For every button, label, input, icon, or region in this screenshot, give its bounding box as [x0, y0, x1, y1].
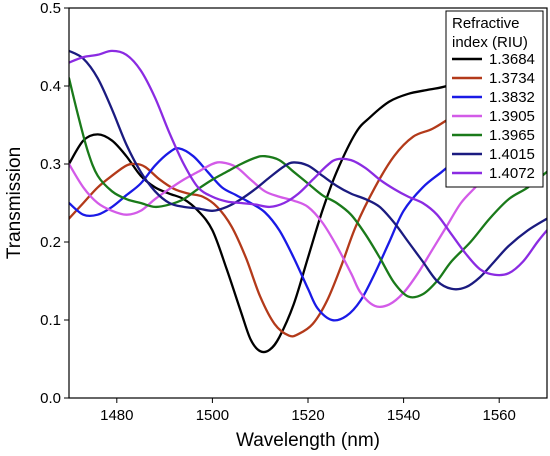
- legend-title-line-2: index (RIU): [452, 34, 528, 51]
- x-tick-label-1: 1480: [100, 407, 133, 424]
- y-tick-label-6: 0.5: [40, 0, 61, 17]
- x-tick-label-5: 1560: [483, 407, 516, 424]
- x-tick-label-2: 1500: [196, 407, 229, 424]
- legend-box: [445, 10, 544, 188]
- series-line-6: [69, 49, 547, 291]
- y-tick-label-2: 0.1: [40, 312, 61, 329]
- legend-title-line-1: Refractive: [452, 15, 520, 32]
- legend-items: 1.3684 1.3734 1.3832 1.3905 1.3965 1.4015 1.40…: [452, 51, 535, 182]
- legend-label-7: 1.4072: [489, 165, 535, 182]
- series-layer: [69, 49, 547, 354]
- legend-label-3: 1.3832: [489, 89, 535, 106]
- series-line-4: [69, 143, 530, 309]
- legend-label-6: 1.4015: [489, 146, 535, 163]
- x-tick-label-4: 1540: [387, 407, 420, 424]
- ticks-layer: 1480 1500 1520 1540 1560 0.0 0.1 0.2 0.3 0.4 0.5: [40, 0, 516, 424]
- legend-label-5: 1.3965: [489, 127, 535, 144]
- x-tick-label-3: 1520: [291, 407, 324, 424]
- legend: Refractive index (RIU) 1.3684 1.3734 1.383…: [445, 10, 544, 188]
- legend-label-2: 1.3734: [489, 70, 535, 87]
- x-axis-title: Wavelength (nm): [236, 430, 380, 451]
- series-line-2: [69, 92, 487, 338]
- series-line-7: [69, 49, 547, 277]
- y-tick-label-4: 0.3: [40, 156, 61, 173]
- legend-label-4: 1.3905: [489, 108, 535, 125]
- legend-label-1: 1.3684: [489, 51, 535, 68]
- y-tick-label-5: 0.4: [40, 78, 61, 95]
- series-line-1: [69, 77, 463, 354]
- y-tick-label-1: 0.0: [40, 390, 61, 407]
- y-axis-title: Transmission: [4, 147, 25, 259]
- y-tick-label-3: 0.2: [40, 234, 61, 251]
- series-line-3: [69, 131, 506, 322]
